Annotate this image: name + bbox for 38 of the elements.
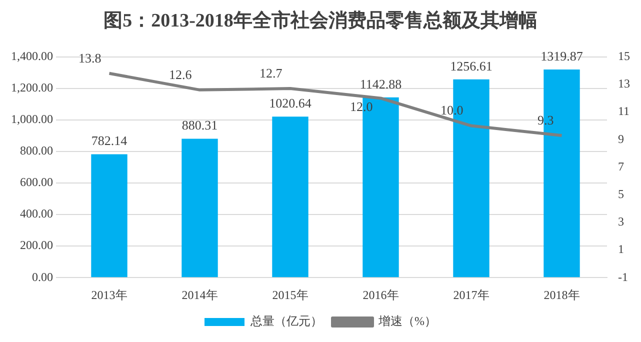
data-label: 1256.61: [450, 58, 492, 74]
bar: [272, 116, 308, 278]
x-tick-label: 2015年: [272, 288, 308, 302]
x-tick-label: 2016年: [362, 288, 399, 302]
y2-tick-label: 1: [618, 242, 624, 256]
y-tick-label: 800.00: [20, 144, 53, 158]
bar: [91, 154, 128, 278]
data-label: 13.8: [78, 50, 102, 66]
y2-tick-label: 9: [618, 132, 624, 146]
y2-tick-label: 15: [618, 48, 630, 63]
y2-tick-label: 3: [618, 214, 624, 229]
data-label: 782.14: [91, 133, 128, 148]
chart-title: 图5：2013-2018年全市社会消费品零售总额及其增幅: [104, 9, 538, 32]
y-tick-label: 1,000.00: [11, 112, 53, 126]
data-label: 1319.87: [540, 48, 584, 64]
y-tick-label: 1,400.00: [11, 48, 53, 63]
x-tick-label: 2013年: [91, 288, 128, 302]
y2-tick-label: 11: [618, 104, 630, 118]
y-tick-label: 400.00: [20, 206, 53, 221]
data-label: 12.6: [169, 66, 192, 82]
legend-label: 总量（亿元）: [250, 314, 322, 328]
y2-tick-label: 13: [618, 76, 630, 91]
x-tick-label: 2017年: [453, 288, 490, 302]
y2-tick-label: 5: [618, 186, 624, 201]
y2-tick-label: -1: [618, 270, 628, 284]
y-tick-label: 600.00: [20, 175, 53, 190]
y2-tick-label: 7: [618, 159, 624, 174]
data-label: 1142.88: [360, 76, 402, 92]
y-tick-label: 0.00: [32, 270, 53, 284]
data-label: 12.7: [260, 65, 283, 80]
data-label: 1020.64: [269, 96, 312, 111]
bar: [182, 138, 218, 278]
y-tick-label: 1,200.00: [11, 80, 53, 94]
x-tick-label: 2018年: [544, 288, 580, 302]
x-tick-label: 2014年: [182, 288, 218, 302]
legend-label: 增速（%）: [378, 314, 436, 328]
data-label: 880.31: [182, 118, 218, 133]
y-tick-label: 200.00: [20, 238, 53, 252]
